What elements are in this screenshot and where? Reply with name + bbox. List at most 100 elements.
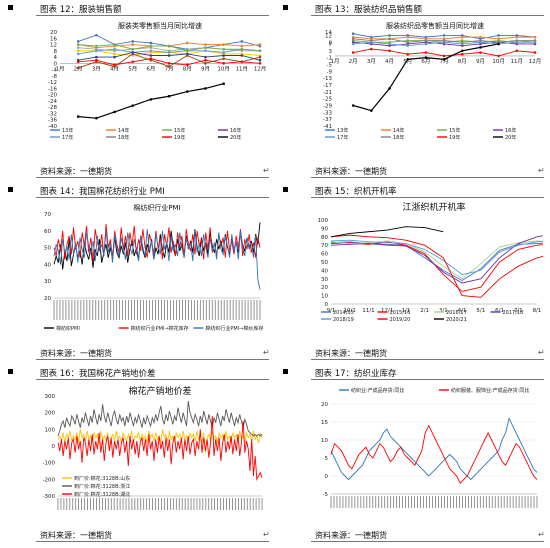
legend-label: 2015/16: [390, 310, 411, 316]
data-point: [240, 54, 244, 57]
y-tick-label: 300: [45, 394, 56, 400]
data-point: [113, 55, 116, 59]
x-tick-label: 12月: [254, 65, 267, 72]
series-line: [53, 229, 261, 290]
footer-divider: [36, 359, 269, 360]
legend-label: 13年: [62, 127, 73, 134]
y-tick-label: 8: [54, 49, 58, 55]
panel-title: 图表 15：织机开机率: [315, 187, 397, 197]
data-point: [204, 62, 207, 65]
x-tick-label: 6/1: [495, 308, 504, 314]
data-point: [113, 47, 116, 51]
x-tick-label: 4月: [385, 58, 394, 65]
data-point: [185, 54, 189, 57]
data-point: [533, 51, 537, 54]
legend-label: 18年: [393, 134, 404, 141]
legend-label: 20年: [505, 134, 516, 141]
series-line: [78, 83, 224, 119]
bullet-marker: [8, 187, 13, 192]
y-tick-label: 20: [321, 285, 328, 291]
y-tick-label: 8: [329, 40, 333, 46]
footer-divider: [311, 359, 544, 360]
x-tick-label: 5/1: [476, 308, 485, 314]
y-tick-label: 70: [321, 243, 328, 249]
y-tick-label: 20: [321, 402, 328, 408]
data-point: [113, 63, 116, 67]
y-tick-label: -25: [323, 97, 332, 103]
data-point: [222, 57, 225, 60]
data-point: [149, 54, 153, 57]
header-divider: [36, 197, 269, 198]
data-point: [370, 47, 373, 51]
y-tick-label: 15: [321, 420, 328, 426]
data-point: [442, 34, 446, 37]
x-tick-label: 9月: [201, 65, 210, 72]
data-point: [479, 46, 482, 49]
chart-area: 江浙织机开机率 100 90 80 70 60 50 40 30 20 10 0 9/1 10/1 11/1…: [311, 200, 543, 338]
chart-area: 棉花产销地价差 300 200 100 0 -100 -200 -300 到厂价:棉花:3128…: [36, 382, 268, 520]
header-divider: [36, 379, 269, 380]
data-point: [388, 49, 391, 53]
data-point: [515, 35, 519, 39]
legend-label: 棉纺织PMI: [56, 325, 80, 332]
data-point: [258, 55, 262, 59]
source-note: 资料来源：一德期货: [315, 349, 387, 358]
y-tick-label: 0: [54, 61, 58, 67]
x-tick-label: 6月: [421, 58, 430, 65]
data-point: [515, 49, 519, 53]
data-point: [533, 35, 537, 39]
y-tick-label: -16: [48, 86, 57, 92]
panel-title: 图表 16：我国棉花产销地价差: [40, 369, 156, 379]
x-tick-label: 4/1: [458, 308, 467, 314]
series-line: [353, 43, 499, 112]
legend-label: 棉纺织行业PMI→棉花库存: [131, 325, 189, 332]
x-tick-label: 10月: [217, 65, 230, 72]
data-point: [204, 43, 207, 46]
data-point: [406, 52, 410, 56]
data-point: [222, 82, 225, 85]
y-tick-label: 0: [325, 474, 329, 480]
legend-label: 15年: [449, 127, 460, 134]
source-note: 资料来源：一德期货: [40, 349, 112, 358]
y-tick-label: 10: [321, 438, 328, 444]
y-tick-label: 20: [44, 296, 51, 302]
footer-divider: [36, 541, 269, 542]
data-point: [222, 51, 225, 54]
legend-label: 2018/19: [333, 317, 354, 323]
legend-label: 14年: [118, 127, 129, 134]
y-tick-label: 60: [44, 229, 51, 235]
data-point: [406, 58, 410, 61]
legend-label: 20年: [230, 134, 241, 141]
data-point: [460, 35, 464, 39]
legend-label: 纺织服装、服饰业:产成品存货:同比: [451, 387, 529, 394]
panel-header: 图表 14：我国棉花纺织行业 PMI: [0, 184, 275, 198]
chart-area: 棉纺织行业PMI 70 60 50 40 30 20 棉纺织PMI 棉纺织行业PMI→棉花库存 棉…: [36, 200, 268, 338]
legend-label: 2016/17: [446, 310, 467, 316]
chart-area: 服装纺织品零售额当月同比增速 14 12 8 7 3 -1 -5 -9 -13 -17 -21 -25-…: [311, 18, 543, 156]
data-point: [149, 41, 153, 45]
chart-area: 20 15 10 5 0 -5 纺织业:产成品存货:同比 纺织服装、服饰业:产成品存货:同比: [311, 382, 543, 520]
data-point: [76, 115, 80, 118]
data-point: [479, 35, 482, 39]
series-line: [330, 234, 543, 298]
y-tick-label: -33: [323, 110, 332, 116]
return-mark: ↵: [263, 166, 270, 175]
data-point: [351, 37, 355, 41]
data-point: [388, 87, 391, 90]
chart-title: 棉纺织行业PMI: [133, 203, 180, 212]
data-point: [167, 65, 171, 68]
data-point: [113, 43, 116, 46]
data-point: [442, 58, 446, 61]
series-line: [330, 240, 543, 280]
data-point: [351, 104, 355, 107]
x-tick-label: 9/1: [327, 308, 336, 314]
legend-label: 17年: [62, 134, 73, 141]
series-line: [330, 239, 543, 276]
y-tick-label: 90: [321, 226, 328, 232]
footer-divider: [311, 541, 544, 542]
data-point: [424, 51, 428, 54]
data-point: [424, 42, 428, 46]
data-point: [95, 49, 98, 53]
panel-header: 图表 13：服装纺织品销售额: [275, 2, 550, 16]
